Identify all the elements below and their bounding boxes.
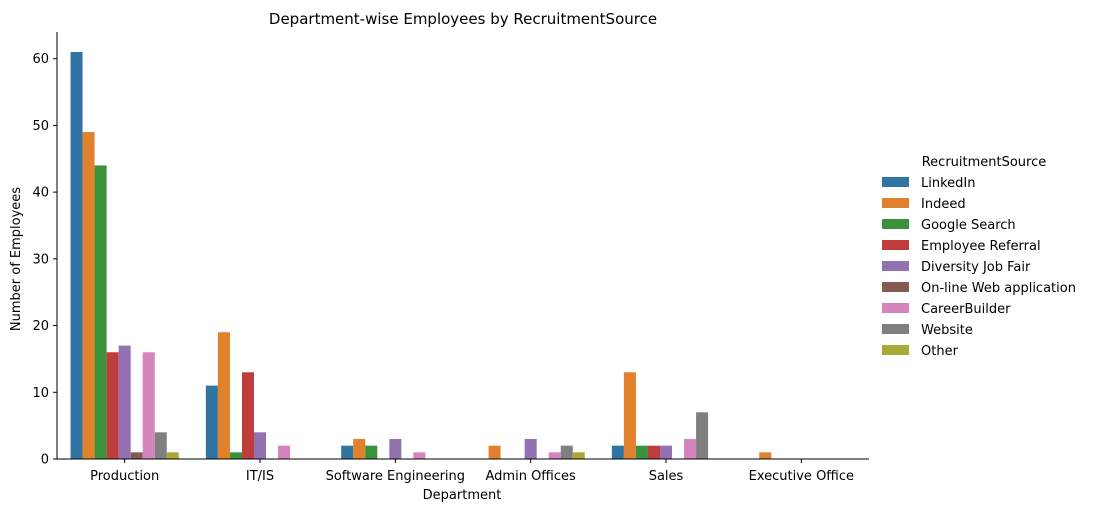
y-axis: 0 10 20 30 40 50 60 xyxy=(32,32,58,468)
legend-label: Indeed xyxy=(921,197,966,212)
legend-label: Other xyxy=(921,344,959,359)
legend-item-other: Other xyxy=(882,344,959,359)
bar-executive-office-indeed xyxy=(759,452,772,459)
legend-swatch xyxy=(882,177,909,187)
legend-item-careerbuilder: CareerBuilder xyxy=(882,302,1011,317)
bar-software-engineering-careerbuilder xyxy=(413,452,426,459)
legend-item-website: Website xyxy=(882,323,973,338)
bar-software-engineering-linkedin xyxy=(341,445,354,459)
legend-swatch xyxy=(882,282,909,292)
bar-software-engineering-indeed xyxy=(353,438,366,459)
bar-production-google-search xyxy=(94,165,107,459)
bar-sales-employee-referral xyxy=(647,445,660,459)
legend-label: CareerBuilder xyxy=(921,302,1011,317)
y-tick-label: 60 xyxy=(32,52,49,67)
legend-item-linkedin: LinkedIn xyxy=(882,176,975,191)
x-axis: Production IT/IS Software Engineering Admin… xyxy=(57,458,869,484)
bar-production-indeed xyxy=(82,132,95,459)
x-tick-label: Executive Office xyxy=(749,469,854,484)
bar-production-linkedin xyxy=(70,52,83,460)
bar-it-is-linkedin xyxy=(205,385,218,459)
bar-admin-offices-indeed xyxy=(488,445,501,459)
legend: RecruitmentSource LinkedIn Indeed Google S… xyxy=(882,155,1076,359)
chart-title: Department-wise Employees by Recruitment… xyxy=(269,10,657,28)
bar-software-engineering-google-search xyxy=(365,445,378,459)
x-tick-label: Software Engineering xyxy=(326,469,465,484)
bar-admin-offices-website xyxy=(560,445,573,459)
bar-it-is-indeed xyxy=(217,332,230,459)
bar-it-is-google-search xyxy=(229,452,242,459)
y-tick-label: 30 xyxy=(32,252,49,267)
legend-item-employee-referral: Employee Referral xyxy=(882,239,1041,254)
legend-swatch xyxy=(882,261,909,271)
legend-label: Google Search xyxy=(921,218,1016,233)
bar-production-careerbuilder xyxy=(142,352,155,459)
bar-production-employee-referral xyxy=(106,352,119,459)
y-tick-label: 50 xyxy=(32,119,49,134)
bar-production-diversity-job-fair xyxy=(118,345,131,459)
legend-label: Diversity Job Fair xyxy=(921,260,1031,275)
y-tick-label: 10 xyxy=(32,386,49,401)
bar-production-on-line-web-application xyxy=(130,452,143,459)
bar-admin-offices-diversity-job-fair xyxy=(524,438,537,459)
legend-swatch xyxy=(882,219,909,229)
bar-production-website xyxy=(154,432,167,459)
legend-label: LinkedIn xyxy=(921,176,975,191)
bar-sales-website xyxy=(696,412,709,459)
bar-sales-diversity-job-fair xyxy=(659,445,673,459)
bar-admin-offices-other xyxy=(572,452,585,459)
legend-title: RecruitmentSource xyxy=(922,155,1047,170)
bar-production-other xyxy=(166,452,179,459)
y-axis-label: Number of Employees xyxy=(9,187,24,331)
legend-item-indeed: Indeed xyxy=(882,197,966,212)
legend-item-on-line-web-application: On-line Web application xyxy=(882,281,1076,296)
y-tick-label: 40 xyxy=(32,186,49,201)
bar-it-is-careerbuilder xyxy=(278,445,291,459)
bar-it-is-employee-referral xyxy=(241,372,254,459)
legend-swatch xyxy=(882,240,909,250)
legend-label: Employee Referral xyxy=(921,239,1041,254)
x-tick-label: Admin Offices xyxy=(486,469,577,484)
bar-sales-google-search xyxy=(635,445,648,459)
legend-item-diversity-job-fair: Diversity Job Fair xyxy=(882,260,1031,275)
legend-label: On-line Web application xyxy=(921,281,1076,296)
x-tick-label: IT/IS xyxy=(246,469,274,484)
x-axis-label: Department xyxy=(423,488,502,503)
y-tick-label: 0 xyxy=(41,453,49,468)
legend-label: Website xyxy=(921,323,973,338)
x-tick-label: Sales xyxy=(649,469,684,484)
legend-item-google-search: Google Search xyxy=(882,218,1016,233)
bars xyxy=(70,52,772,460)
legend-swatch xyxy=(882,198,909,208)
legend-swatch xyxy=(882,345,909,355)
bar-software-engineering-diversity-job-fair xyxy=(389,438,402,459)
legend-swatch xyxy=(882,324,909,334)
legend-swatch xyxy=(882,303,909,313)
bar-it-is-diversity-job-fair xyxy=(253,432,267,459)
x-tick-label: Production xyxy=(90,469,159,484)
bar-sales-careerbuilder xyxy=(684,438,697,459)
y-tick-label: 20 xyxy=(32,319,49,334)
bar-sales-indeed xyxy=(623,372,636,459)
bar-sales-linkedin xyxy=(611,445,624,459)
bar-admin-offices-careerbuilder xyxy=(548,452,561,459)
